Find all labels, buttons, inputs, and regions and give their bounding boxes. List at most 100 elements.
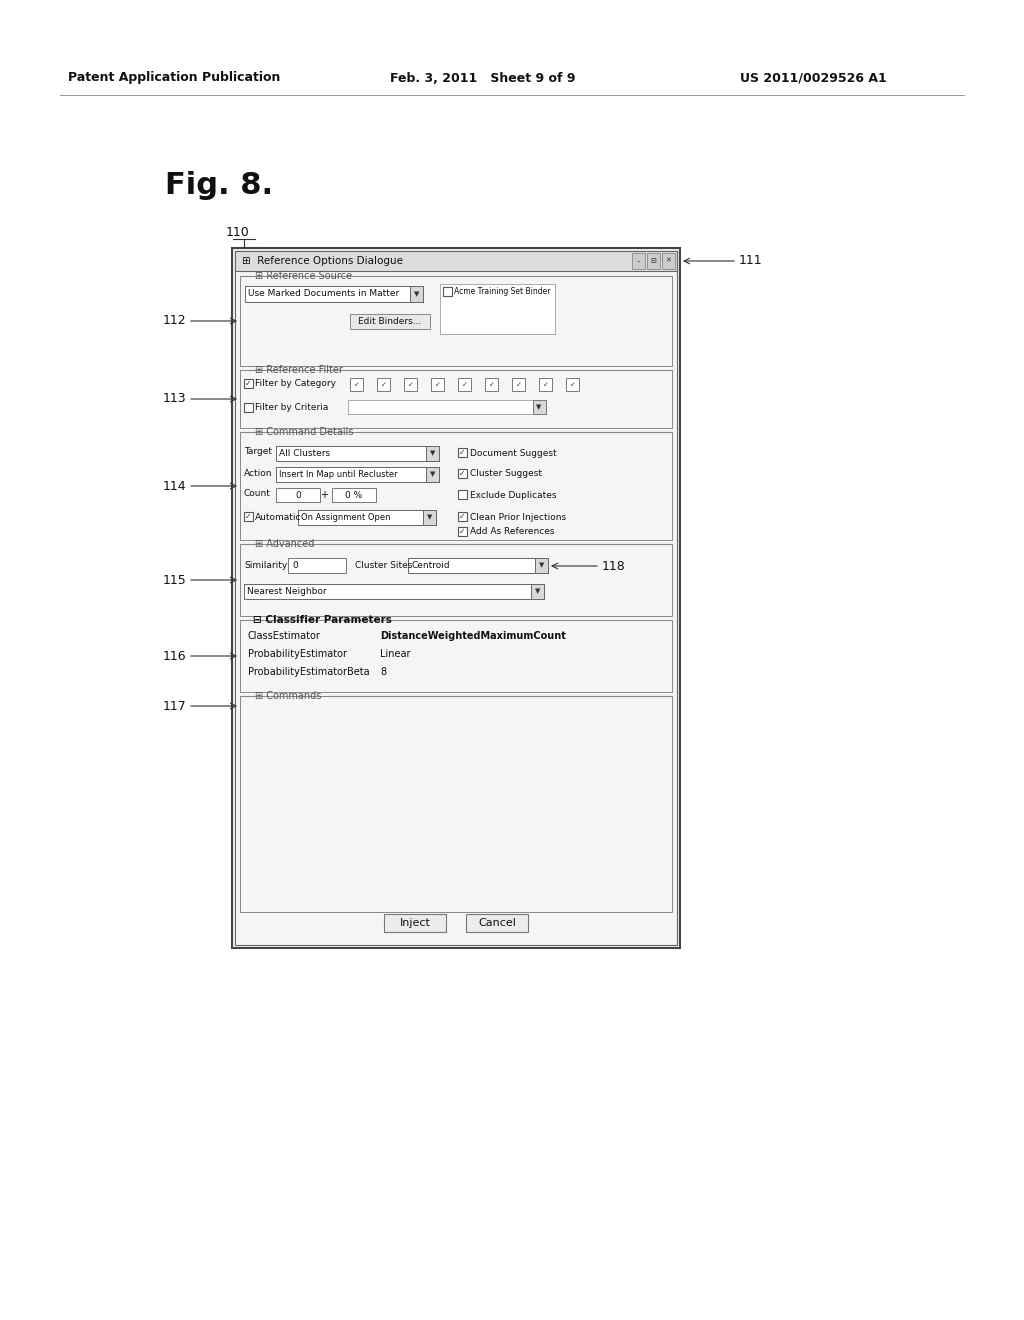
Text: ✓: ✓ [569, 381, 575, 388]
Text: ✓: ✓ [488, 381, 495, 388]
Bar [512, 378, 525, 391]
Bar [244, 512, 253, 521]
Text: ✓: ✓ [381, 381, 386, 388]
Text: Clean Prior Injections: Clean Prior Injections [470, 512, 566, 521]
Bar [408, 558, 548, 573]
Bar [332, 488, 376, 502]
Text: Automatic: Automatic [255, 512, 301, 521]
Bar [234, 251, 677, 271]
Bar [348, 400, 534, 414]
Bar [458, 527, 467, 536]
Text: ⊞  Reference Options Dialogue: ⊞ Reference Options Dialogue [242, 256, 403, 267]
Bar [350, 378, 362, 391]
Text: ProbabilityEstimatorBeta: ProbabilityEstimatorBeta [248, 667, 370, 677]
Text: ⊟: ⊟ [650, 257, 656, 264]
Bar [632, 253, 645, 269]
Text: 116: 116 [163, 649, 186, 663]
Bar [244, 379, 253, 388]
Bar [276, 488, 319, 502]
Text: ✓: ✓ [408, 381, 414, 388]
Bar [410, 286, 423, 302]
Text: 112: 112 [163, 314, 186, 327]
Text: ⊞ Reference Source: ⊞ Reference Source [255, 271, 352, 281]
Bar [298, 510, 436, 525]
Text: ▼: ▼ [427, 515, 433, 520]
Bar [240, 370, 672, 428]
Text: 0: 0 [292, 561, 298, 570]
Text: Acme Training Set Binder: Acme Training Set Binder [454, 288, 551, 297]
Text: Cluster Suggest: Cluster Suggest [470, 470, 542, 479]
Bar [458, 469, 467, 478]
Bar [240, 696, 672, 912]
Bar [240, 620, 672, 692]
Bar [288, 558, 346, 573]
Text: US 2011/0029526 A1: US 2011/0029526 A1 [740, 71, 887, 84]
Text: Edit Binders...: Edit Binders... [358, 318, 422, 326]
Bar [458, 378, 471, 391]
Text: On Assignment Open: On Assignment Open [301, 513, 390, 521]
Text: Document Suggest: Document Suggest [470, 449, 557, 458]
Bar [458, 447, 467, 457]
Text: Exclude Duplicates: Exclude Duplicates [470, 491, 556, 499]
Text: ⊞ Reference Filter: ⊞ Reference Filter [255, 366, 343, 375]
Bar [276, 446, 439, 461]
Text: –: – [637, 257, 640, 264]
Text: ✓: ✓ [460, 469, 466, 478]
Text: +: + [319, 490, 328, 500]
Bar [662, 253, 675, 269]
Bar [440, 284, 555, 334]
Text: 118: 118 [602, 560, 626, 573]
Text: Use Marked Documents in Matter: Use Marked Documents in Matter [248, 289, 399, 298]
Text: 115: 115 [162, 573, 186, 586]
Text: Fig. 8.: Fig. 8. [165, 170, 273, 199]
Text: ProbabilityEstimator: ProbabilityEstimator [248, 649, 347, 659]
Bar [276, 467, 439, 482]
Bar [458, 490, 467, 499]
Text: Patent Application Publication: Patent Application Publication [68, 71, 281, 84]
Bar [466, 913, 528, 932]
Text: ✓: ✓ [434, 381, 440, 388]
Text: All Clusters: All Clusters [279, 449, 330, 458]
Bar [485, 378, 498, 391]
Text: ▼: ▼ [430, 471, 435, 478]
Text: ✓: ✓ [353, 381, 359, 388]
Text: ▼: ▼ [415, 290, 420, 297]
Bar [240, 544, 672, 616]
Text: ✓: ✓ [462, 381, 467, 388]
Text: 117: 117 [162, 700, 186, 713]
Text: 110: 110 [226, 226, 250, 239]
Text: Centroid: Centroid [411, 561, 450, 570]
Text: ▼: ▼ [430, 450, 435, 457]
Text: Nearest Neighbor: Nearest Neighbor [247, 587, 327, 597]
Bar [534, 400, 546, 414]
Bar [244, 583, 544, 599]
Text: Inject: Inject [399, 917, 430, 928]
Text: Linear: Linear [380, 649, 411, 659]
Bar [647, 253, 660, 269]
Bar [245, 286, 423, 302]
Text: 111: 111 [739, 255, 763, 268]
Text: Action: Action [244, 469, 272, 478]
Text: ✓: ✓ [543, 381, 549, 388]
Text: ✓: ✓ [460, 527, 466, 536]
Text: 0: 0 [295, 491, 301, 499]
Bar [443, 286, 452, 296]
Text: ⊞ Commands: ⊞ Commands [255, 690, 322, 701]
Text: 113: 113 [163, 392, 186, 405]
Text: Count: Count [244, 490, 271, 499]
Text: ⊞ Command Details: ⊞ Command Details [255, 426, 353, 437]
Text: Target: Target [244, 447, 272, 457]
Text: ⊟ Classifier Parameters: ⊟ Classifier Parameters [253, 615, 392, 624]
Text: ClassEstimator: ClassEstimator [248, 631, 321, 642]
Bar [350, 314, 430, 329]
Text: 114: 114 [163, 479, 186, 492]
Text: ▼: ▼ [540, 562, 545, 569]
Bar [240, 276, 672, 366]
Bar [426, 467, 439, 482]
Text: ▼: ▼ [536, 589, 541, 594]
Text: Insert In Map until Recluster: Insert In Map until Recluster [279, 470, 397, 479]
Bar [234, 251, 677, 945]
Text: DistanceWeightedMaximumCount: DistanceWeightedMaximumCount [380, 631, 566, 642]
Bar [426, 446, 439, 461]
Text: Cluster Sites: Cluster Sites [355, 561, 413, 569]
